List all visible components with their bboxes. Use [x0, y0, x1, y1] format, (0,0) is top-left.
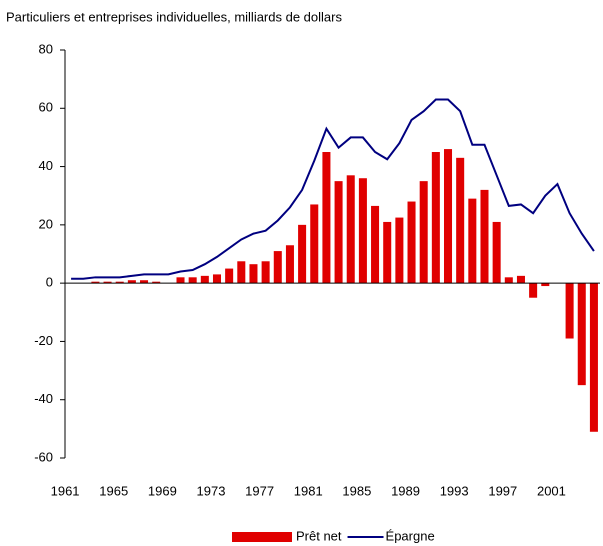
bar: [115, 281, 124, 284]
legend-label: Prêt net: [296, 528, 342, 543]
bar: [200, 275, 209, 284]
bar: [516, 275, 525, 284]
line: [71, 98, 595, 280]
x-tick-label: 1973: [197, 483, 226, 498]
y-tick-label: 40: [39, 158, 53, 173]
bar: [541, 283, 550, 287]
bar: [152, 281, 161, 284]
bar: [273, 251, 282, 284]
bar: [371, 205, 380, 284]
bar: [407, 201, 416, 284]
chart-title: Particuliers et entreprises individuelle…: [6, 9, 342, 24]
y-tick-label: -20: [34, 333, 53, 348]
bar: [468, 198, 477, 284]
bar: [310, 204, 319, 284]
bar: [127, 280, 136, 284]
bar: [285, 245, 294, 284]
bar: [91, 281, 100, 284]
x-tick-label: 1997: [488, 483, 517, 498]
x-tick-label: 2001: [537, 483, 566, 498]
y-tick-label: -60: [34, 449, 53, 464]
y-tick-label: -40: [34, 391, 53, 406]
x-tick-label: 1965: [99, 483, 128, 498]
legend-label: Épargne: [386, 528, 435, 543]
bar: [346, 175, 355, 284]
y-tick-label: 80: [39, 41, 53, 56]
bar: [383, 221, 392, 284]
y-tick-label: 60: [39, 100, 53, 115]
y-tick-label: 0: [46, 275, 53, 290]
bar: [565, 283, 574, 339]
bar: [261, 261, 270, 284]
bar: [577, 283, 586, 386]
bar: [140, 280, 149, 284]
bar: [249, 264, 258, 284]
bar: [237, 261, 246, 284]
x-tick-label: 1993: [440, 483, 469, 498]
bar: [395, 217, 404, 284]
bar: [176, 277, 185, 284]
bar: [188, 277, 197, 284]
bar: [443, 149, 453, 284]
bar: [492, 221, 501, 284]
bar: [103, 281, 112, 284]
bar: [358, 178, 367, 284]
legend-swatch: [232, 532, 292, 542]
x-tick-label: 1977: [245, 483, 274, 498]
bar: [456, 157, 465, 284]
x-tick-label: 1981: [294, 483, 323, 498]
y-tick-label: 20: [39, 216, 53, 231]
bar: [322, 152, 331, 284]
bar: [419, 181, 428, 284]
x-tick-label: 1969: [148, 483, 177, 498]
bar: [431, 152, 440, 284]
bar: [212, 274, 222, 284]
bar: [225, 268, 234, 284]
bar: [334, 181, 343, 284]
bar: [504, 277, 513, 284]
bar: [589, 283, 598, 432]
x-tick-label: 1961: [51, 483, 80, 498]
x-tick-label: 1989: [391, 483, 420, 498]
bar: [529, 283, 538, 298]
bar: [298, 224, 307, 284]
bar: [480, 189, 489, 284]
x-tick-label: 1985: [342, 483, 371, 498]
